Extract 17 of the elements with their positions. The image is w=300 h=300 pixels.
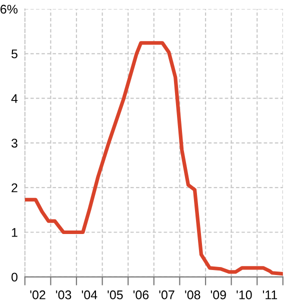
x-tick-label: '03 xyxy=(56,290,72,300)
x-tick-label: '07 xyxy=(159,290,174,300)
y-tick-label: 2 xyxy=(12,183,18,192)
y-tick-label: 1 xyxy=(12,228,18,237)
x-tick-label: '10 xyxy=(236,290,252,300)
y-tick-label: 4 xyxy=(11,94,18,103)
y-tick-label: 5 xyxy=(12,50,18,58)
y-tick-label: 0 xyxy=(11,272,18,282)
x-tick-label: '09 xyxy=(210,290,226,300)
x-tick-label: '04 xyxy=(82,290,98,300)
x-tick-label: '02 xyxy=(30,290,46,300)
x-tick-label: '11 xyxy=(262,290,278,300)
y-tick-label: 6% xyxy=(0,4,18,14)
x-tick-label: '06 xyxy=(133,290,149,300)
x-tick-label: '08 xyxy=(185,290,200,300)
x-tick-label: '05 xyxy=(108,290,123,300)
y-tick-label: 3 xyxy=(11,138,18,148)
